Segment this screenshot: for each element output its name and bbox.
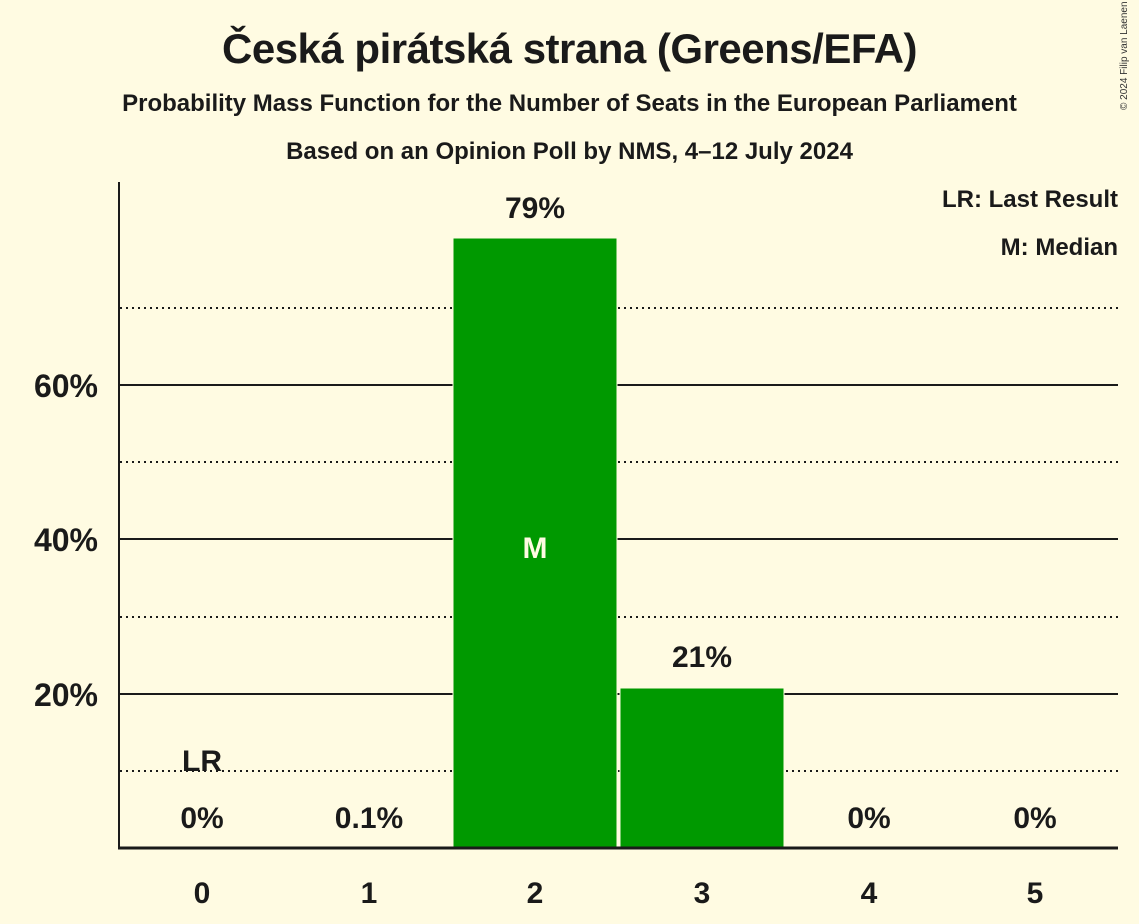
bars [287, 237, 785, 849]
value-label-2: 79% [505, 192, 565, 225]
legend-median: M: Median [1000, 234, 1118, 261]
bar-seats-2 [452, 237, 618, 849]
value-label-0: 0% [180, 802, 223, 835]
x-tick-5: 5 [1027, 877, 1044, 910]
y-tick-60: 60% [34, 368, 98, 404]
x-tick-0: 0 [194, 877, 211, 910]
bar-seats-3 [619, 687, 785, 849]
value-labels: 0% 0.1% 79% 21% 0% 0% [180, 192, 1056, 835]
last-result-marker: LR [182, 745, 222, 778]
x-tick-4: 4 [861, 877, 878, 910]
chart-source: Based on an Opinion Poll by NMS, 4–12 Ju… [286, 138, 853, 165]
x-tick-1: 1 [361, 877, 378, 910]
y-tick-labels: 20% 40% 60% [34, 368, 98, 713]
chart-title: Česká pirátská strana (Greens/EFA) [222, 25, 918, 72]
x-tick-2: 2 [527, 877, 544, 910]
value-label-1: 0.1% [335, 802, 403, 835]
major-gridlines [120, 384, 1118, 695]
chart-subtitle: Probability Mass Function for the Number… [122, 90, 1017, 117]
value-label-5: 0% [1013, 802, 1056, 835]
y-tick-20: 20% [34, 677, 98, 713]
x-tick-labels: 0 1 2 3 4 5 [194, 877, 1044, 910]
value-label-3: 21% [672, 641, 732, 674]
minor-gridlines [120, 307, 1118, 772]
legend-last-result: LR: Last Result [941, 186, 1118, 213]
value-label-4: 0% [847, 802, 890, 835]
x-tick-3: 3 [694, 877, 711, 910]
median-marker: M [523, 532, 548, 565]
y-tick-40: 40% [34, 522, 98, 558]
